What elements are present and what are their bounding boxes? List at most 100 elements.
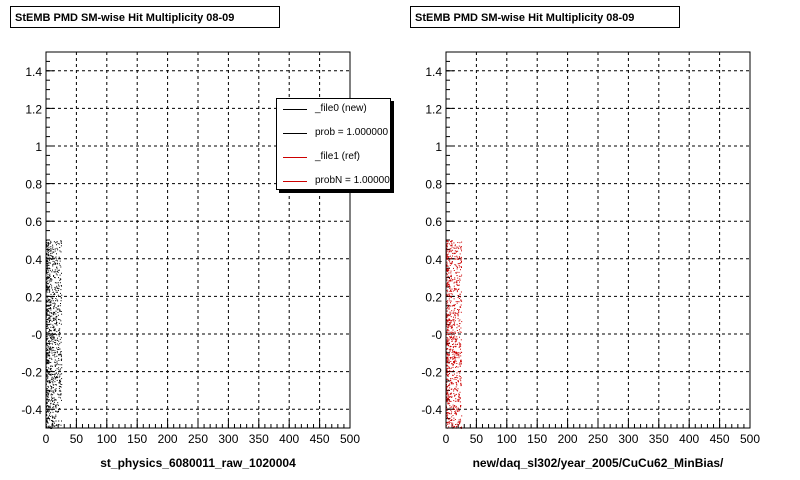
scatter-point <box>46 262 48 264</box>
scatter-point <box>448 399 450 401</box>
scatter-point <box>49 405 51 407</box>
scatter-point <box>47 399 49 401</box>
scatter-point <box>57 271 58 273</box>
scatter-point <box>447 281 448 283</box>
scatter-point <box>46 327 48 329</box>
scatter-point <box>446 263 448 265</box>
scatter-point <box>447 344 449 346</box>
scatter-point <box>46 352 48 354</box>
scatter-point <box>48 341 50 342</box>
scatter-point <box>454 289 456 291</box>
scatter-point <box>448 354 450 356</box>
scatter-point <box>451 312 453 314</box>
scatter-point <box>450 361 452 362</box>
scatter-point <box>454 278 456 280</box>
scatter-point <box>58 277 59 279</box>
scatter-point <box>48 287 50 289</box>
scatter-point <box>452 332 454 334</box>
scatter-point <box>46 319 48 320</box>
scatter-point <box>53 384 55 386</box>
scatter-point <box>450 346 452 347</box>
scatter-point <box>460 331 462 333</box>
scatter-point <box>450 251 452 253</box>
scatter-point <box>47 298 49 300</box>
scatter-point <box>51 348 52 350</box>
scatter-point <box>448 367 450 369</box>
scatter-point <box>46 376 48 378</box>
scatter-point <box>452 290 454 292</box>
scatter-point <box>457 297 459 298</box>
scatter-point <box>60 397 61 399</box>
scatter-point <box>451 288 453 290</box>
scatter-point <box>51 398 53 400</box>
scatter-point <box>59 319 61 321</box>
scatter-point <box>59 310 60 312</box>
scatter-point <box>453 267 454 269</box>
scatter-point <box>449 278 450 279</box>
scatter-point <box>49 419 51 421</box>
scatter-point <box>60 380 62 382</box>
scatter-point <box>447 302 449 304</box>
y-tick-label: -0.2 <box>421 366 442 380</box>
scatter-point <box>50 309 52 311</box>
scatter-point <box>460 246 462 248</box>
scatter-point <box>46 426 48 428</box>
scatter-point <box>446 407 448 408</box>
scatter-point <box>57 312 59 313</box>
scatter-point <box>450 272 452 274</box>
scatter-point <box>458 312 460 313</box>
scatter-point <box>48 310 50 312</box>
y-tick-label: -0 <box>431 328 442 342</box>
scatter-point <box>454 288 456 290</box>
scatter-point <box>50 242 52 243</box>
legend-label-file1: _file1 (ref) <box>315 151 361 162</box>
scatter-point <box>452 356 454 358</box>
scatter-point <box>58 390 60 392</box>
scatter-point <box>52 246 54 248</box>
scatter-point <box>457 399 459 401</box>
scatter-point <box>453 309 455 311</box>
scatter-point <box>46 326 48 327</box>
scatter-point <box>55 416 57 418</box>
scatter-point <box>55 369 57 371</box>
scatter-point <box>50 334 52 336</box>
scatter-point <box>456 352 458 354</box>
scatter-point <box>449 286 451 288</box>
scatter-point <box>47 274 49 276</box>
scatter-point <box>46 356 48 358</box>
scatter-point <box>451 327 453 329</box>
scatter-point <box>47 287 49 289</box>
scatter-point <box>447 242 449 244</box>
scatter-point <box>46 412 48 414</box>
scatter-point <box>446 301 448 302</box>
scatter-point <box>458 410 460 412</box>
scatter-point <box>454 264 456 266</box>
scatter-point <box>449 275 451 277</box>
scatter-point <box>52 380 54 382</box>
scatter-point <box>449 280 451 282</box>
scatter-point <box>56 315 58 317</box>
scatter-point <box>48 302 50 304</box>
scatter-point <box>459 279 461 281</box>
scatter-point <box>52 335 54 337</box>
scatter-point <box>56 285 58 287</box>
scatter-point <box>46 340 48 342</box>
scatter-point <box>46 344 48 346</box>
legend-entry-file0: _file0 (new) <box>277 99 390 119</box>
scatter-point <box>453 298 455 300</box>
scatter-point <box>50 300 52 302</box>
scatter-point <box>459 418 461 420</box>
scatter-point <box>56 268 58 270</box>
scatter-point <box>450 348 452 350</box>
scatter-point <box>447 357 448 359</box>
scatter-point <box>50 312 52 314</box>
scatter-point <box>50 348 52 350</box>
scatter-point <box>446 295 448 297</box>
scatter-point <box>56 377 58 379</box>
scatter-point <box>446 401 448 403</box>
scatter-point <box>446 359 448 361</box>
scatter-point <box>461 426 462 428</box>
scatter-point <box>460 355 462 357</box>
scatter-point <box>56 331 58 333</box>
scatter-point <box>455 393 457 395</box>
